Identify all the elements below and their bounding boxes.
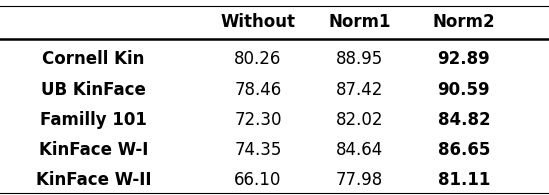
Text: Norm1: Norm1 xyxy=(328,13,391,31)
Text: Without: Without xyxy=(221,13,295,31)
Text: Norm2: Norm2 xyxy=(433,13,495,31)
Text: 87.42: 87.42 xyxy=(336,81,383,99)
Text: 90.59: 90.59 xyxy=(438,81,490,99)
Text: Cornell Kin: Cornell Kin xyxy=(42,51,144,68)
Text: 92.89: 92.89 xyxy=(438,51,490,68)
Text: 86.65: 86.65 xyxy=(438,141,490,159)
Text: 88.95: 88.95 xyxy=(336,51,383,68)
Text: 66.10: 66.10 xyxy=(234,171,282,189)
Text: 84.82: 84.82 xyxy=(438,111,490,129)
Text: KinFace W-II: KinFace W-II xyxy=(36,171,151,189)
Text: 80.26: 80.26 xyxy=(234,51,282,68)
Text: Familly 101: Familly 101 xyxy=(40,111,147,129)
Text: 77.98: 77.98 xyxy=(336,171,383,189)
Text: 82.02: 82.02 xyxy=(336,111,383,129)
Text: 78.46: 78.46 xyxy=(234,81,282,99)
Text: 74.35: 74.35 xyxy=(234,141,282,159)
Text: 72.30: 72.30 xyxy=(234,111,282,129)
Text: 81.11: 81.11 xyxy=(438,171,490,189)
Text: UB KinFace: UB KinFace xyxy=(41,81,146,99)
Text: 84.64: 84.64 xyxy=(336,141,383,159)
Text: KinFace W-I: KinFace W-I xyxy=(38,141,148,159)
